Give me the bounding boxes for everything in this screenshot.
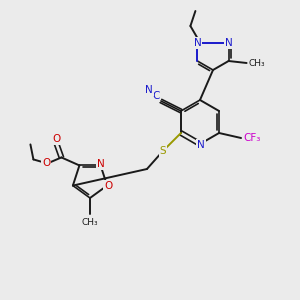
- Text: O: O: [104, 181, 112, 190]
- Text: O: O: [52, 134, 61, 144]
- Text: CF₃: CF₃: [243, 133, 260, 143]
- Text: N: N: [194, 38, 201, 48]
- Text: O: O: [42, 158, 50, 168]
- Text: N: N: [97, 159, 104, 170]
- Text: S: S: [160, 146, 166, 156]
- Text: N: N: [197, 140, 205, 150]
- Text: C: C: [152, 91, 160, 101]
- Text: N: N: [225, 38, 232, 48]
- Text: CH₃: CH₃: [249, 58, 265, 68]
- Text: CH₃: CH₃: [82, 218, 98, 227]
- Text: N: N: [145, 85, 153, 95]
